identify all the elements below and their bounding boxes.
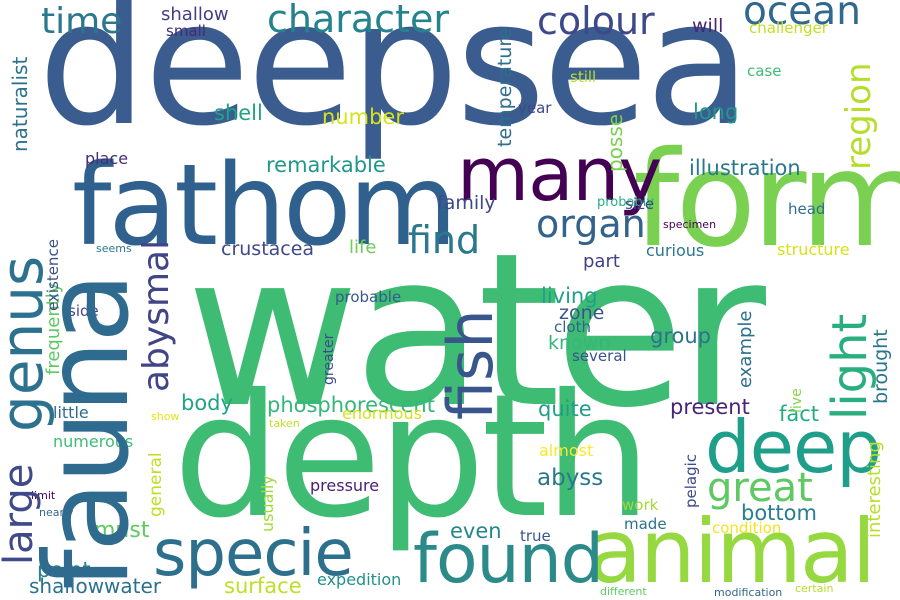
cloud-word: point <box>37 558 91 582</box>
cloud-word: case <box>747 62 782 80</box>
cloud-word: true <box>520 527 551 545</box>
cloud-word: many <box>457 132 662 218</box>
cloud-word: show <box>151 410 180 423</box>
cloud-word: posse <box>603 113 627 172</box>
cloud-word: challenger <box>749 19 828 37</box>
cloud-word: long <box>693 100 739 124</box>
cloud-word: expedition <box>317 570 402 589</box>
cloud-word: place <box>85 149 129 168</box>
cloud-word: fathom <box>72 141 458 271</box>
cloud-word: certain <box>795 582 834 595</box>
cloud-word: number <box>322 105 404 129</box>
cloud-word: body <box>181 391 233 415</box>
cloud-word: known <box>548 332 611 354</box>
cloud-word: seems <box>96 242 132 255</box>
cloud-word: zone <box>559 302 605 324</box>
cloud-word: interesting <box>864 441 885 538</box>
cloud-word: several <box>572 347 627 365</box>
cloud-word: made <box>624 515 667 533</box>
cloud-word: even <box>450 519 502 543</box>
cloud-word: remarkable <box>266 153 386 177</box>
cloud-word: animal <box>588 500 876 600</box>
cloud-word: probable <box>335 288 402 306</box>
cloud-word: ocean <box>743 0 861 34</box>
cloud-word: almost <box>539 441 594 460</box>
cloud-word: modification <box>714 586 783 599</box>
cloud-word: phosphorescent <box>267 393 435 417</box>
cloud-word: found <box>413 520 604 599</box>
cloud-word: time <box>41 1 123 42</box>
cloud-word: deepsea <box>38 0 751 164</box>
cloud-word: live <box>789 388 805 413</box>
cloud-word: part <box>583 251 620 272</box>
cloud-word: small <box>166 22 206 40</box>
cloud-word: abysmal <box>136 239 177 392</box>
cloud-word: shell <box>214 101 263 125</box>
cloud-word: find <box>408 218 481 262</box>
cloud-word: side <box>68 302 99 320</box>
cloud-word: form <box>633 123 900 277</box>
cloud-word: bottom <box>741 501 817 525</box>
cloud-word: great <box>707 465 813 511</box>
cloud-word: greater <box>321 333 337 385</box>
cloud-word: light <box>822 313 878 420</box>
cloud-word: pelagic <box>682 453 700 508</box>
cloud-word: naturalist <box>8 56 32 152</box>
cloud-word: water <box>186 207 766 454</box>
cloud-word: large <box>0 463 42 565</box>
cloud-word: living <box>541 284 598 308</box>
cloud-word: crustacea <box>221 238 315 260</box>
cloud-word: shallowwater <box>29 574 162 598</box>
cloud-word: group <box>650 324 711 348</box>
cloud-word: character <box>267 0 449 41</box>
cloud-word: colour <box>537 0 655 43</box>
cloud-word: probably <box>597 195 655 210</box>
cloud-word: illustration <box>689 156 801 180</box>
cloud-word: structure <box>777 240 850 259</box>
cloud-word: present <box>670 395 750 419</box>
cloud-word: region <box>839 62 879 170</box>
cloud-word: family <box>437 192 496 214</box>
cloud-word: still <box>570 68 597 86</box>
cloud-word: numerous <box>53 432 134 451</box>
cloud-word: organ <box>536 202 646 246</box>
cloud-word: surface <box>224 574 302 598</box>
cloud-word: enormous <box>342 404 422 423</box>
cloud-word: shallow <box>161 4 229 25</box>
cloud-word: different <box>600 585 647 598</box>
cloud-word: specie <box>153 517 354 591</box>
cloud-word: must <box>94 518 150 543</box>
cloud-word: curious <box>646 241 705 260</box>
cloud-word: fact <box>779 402 820 426</box>
cloud-word: condition <box>712 519 782 537</box>
cloud-word: work <box>622 496 659 514</box>
cloud-word: brought <box>870 329 892 404</box>
cloud-word: usually <box>258 475 277 532</box>
cloud-word: head <box>788 200 826 218</box>
cloud-word: specimen <box>663 218 717 231</box>
cloud-word: nearly <box>39 506 74 519</box>
cloud-word: deep <box>705 405 882 489</box>
cloud-word: quite <box>538 397 592 421</box>
cloud-word: little <box>53 403 89 422</box>
cloud-word: taken <box>269 417 300 430</box>
cloud-word: general <box>146 452 166 517</box>
cloud-word: temperature <box>494 27 516 147</box>
cloud-word: will <box>692 15 724 37</box>
cloud-word: cloth <box>554 318 591 336</box>
cloud-word: limit <box>31 489 56 502</box>
cloud-word: example <box>735 310 756 388</box>
cloud-word: pressure <box>310 476 380 495</box>
cloud-word: abyss <box>537 465 604 491</box>
cloud-word: fish <box>434 309 507 420</box>
cloud-word: size <box>625 195 655 213</box>
cloud-word: year <box>518 99 552 117</box>
cloud-word: depth <box>173 358 652 556</box>
cloud-word: life <box>349 237 377 258</box>
cloud-word: existence <box>44 239 62 311</box>
